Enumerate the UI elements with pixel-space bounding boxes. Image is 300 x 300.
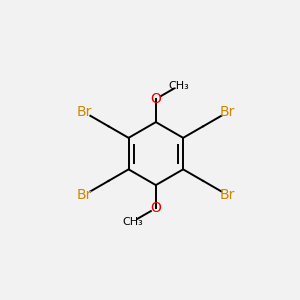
Text: Br: Br <box>220 188 236 202</box>
Text: CH₃: CH₃ <box>169 81 189 91</box>
Text: Br: Br <box>76 105 92 119</box>
Text: O: O <box>150 201 161 215</box>
Text: Br: Br <box>220 105 236 119</box>
Text: Br: Br <box>76 188 92 202</box>
Text: CH₃: CH₃ <box>122 217 143 226</box>
Text: O: O <box>150 92 161 106</box>
